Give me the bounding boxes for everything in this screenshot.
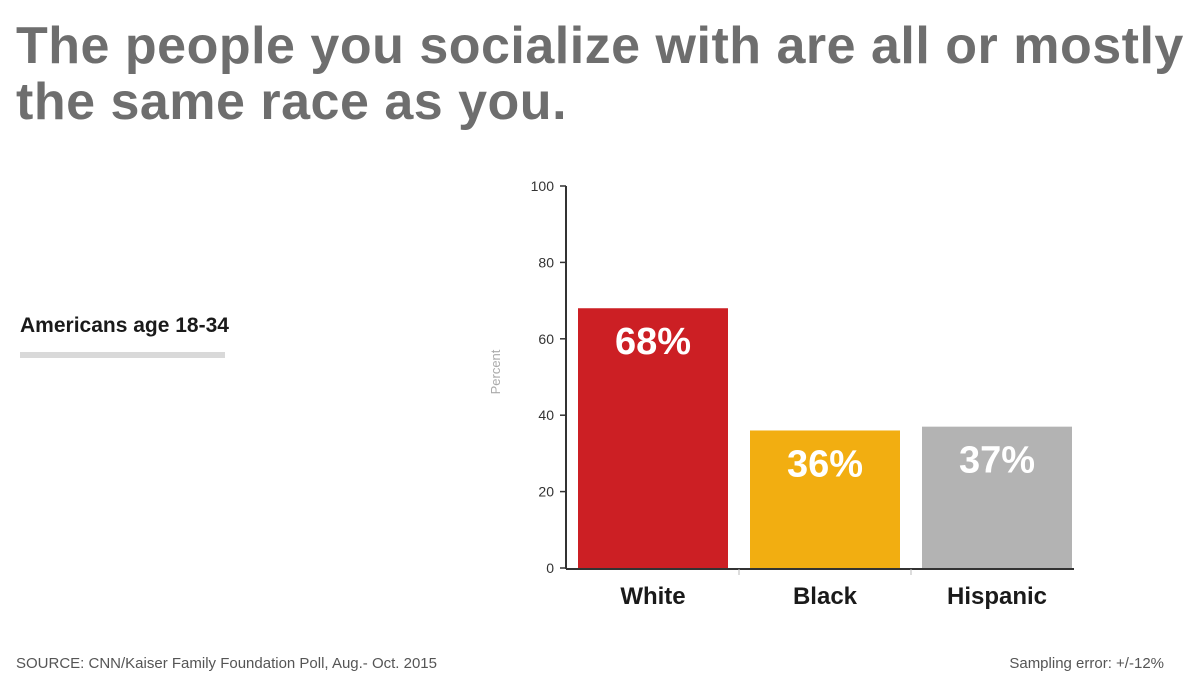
data-label: 37% (959, 440, 1035, 482)
x-tick-label: Black (793, 583, 858, 610)
bar-black (750, 430, 900, 568)
data-label: 36% (787, 443, 863, 485)
y-tick-label: 0 (546, 560, 554, 576)
bar-hispanic (922, 426, 1072, 568)
subtitle-underline (20, 352, 225, 358)
x-tick-label: White (620, 583, 685, 610)
chart-subtitle: Americans age 18-34 (20, 314, 229, 337)
y-axis-label: Percent (488, 349, 503, 394)
source-note: SOURCE: CNN/Kaiser Family Foundation Pol… (16, 655, 437, 672)
data-label: 68% (615, 321, 691, 363)
y-tick-label: 60 (538, 331, 554, 347)
y-axis: 0 20 40 60 80 100 Percent (488, 178, 567, 576)
bar-white (578, 308, 728, 568)
bars: 68% 36% 37% (578, 308, 1072, 568)
y-tick-label: 80 (538, 254, 554, 270)
y-tick-label: 40 (538, 407, 554, 423)
x-axis: White Black Hispanic (566, 568, 1074, 610)
x-tick-label: Hispanic (947, 583, 1047, 610)
sampling-error-note: Sampling error: +/-12% (1009, 655, 1164, 672)
y-tick-label: 20 (538, 484, 554, 500)
y-tick-label: 100 (531, 178, 555, 194)
chart-title: The people you socialize with are all or… (16, 17, 1184, 131)
